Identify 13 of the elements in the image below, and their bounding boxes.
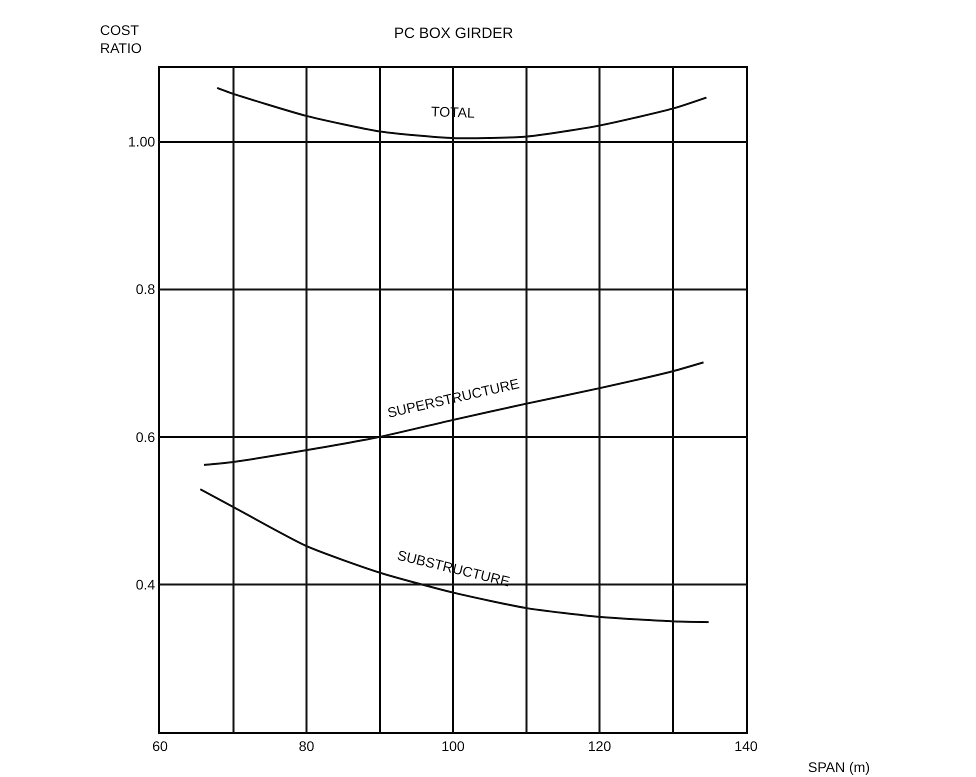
series-label: TOTAL <box>430 103 476 121</box>
y-tick-label: 0.6 <box>136 428 156 445</box>
y-tick-label: 1.00 <box>128 134 156 150</box>
y-tick-label: 0.4 <box>136 576 156 592</box>
y-axis-title: COST RATIO <box>100 22 142 56</box>
x-tick-label: 140 <box>734 738 758 754</box>
y-tick-label: 0.8 <box>136 281 156 298</box>
x-axis-title: SPAN (m) <box>808 759 870 775</box>
x-tick-label: 100 <box>441 738 465 754</box>
x-tick-label: 80 <box>298 738 314 754</box>
x-tick-label: 60 <box>152 738 168 754</box>
chart-title: PC BOX GIRDER <box>394 25 514 42</box>
x-tick-label: 120 <box>588 738 612 754</box>
